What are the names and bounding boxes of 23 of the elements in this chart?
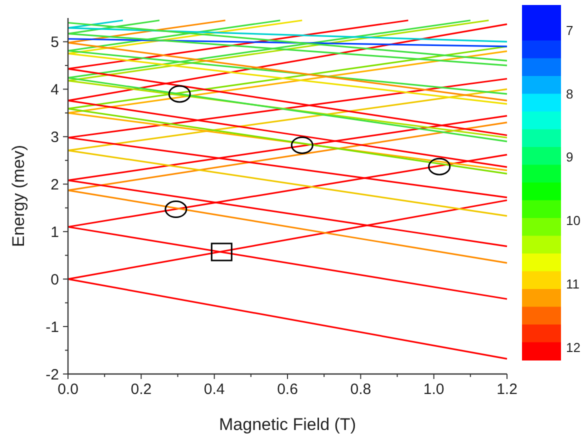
color-bar-label: 7	[566, 22, 574, 38]
color-bar-label: 12	[566, 340, 580, 355]
y-tick-label: 5	[50, 34, 59, 51]
y-tick-label: 1	[50, 224, 59, 241]
x-tick-label: 0.6	[277, 381, 298, 398]
x-axis-title: Magnetic Field (T)	[219, 415, 356, 434]
color-bar-label: 8	[566, 86, 574, 102]
x-tick-label: 0.0	[58, 381, 78, 398]
x-tick-label: 0.8	[350, 381, 372, 398]
x-tick-label: 0.4	[204, 381, 225, 398]
y-tick-label: 2	[50, 176, 59, 194]
x-tick-label: 1.0	[423, 381, 444, 398]
y-tick-label: 3	[50, 128, 59, 146]
y-tick-label: 0	[50, 271, 59, 288]
x-tick-label: 1.2	[496, 381, 518, 398]
color-bar-label: 9	[566, 150, 574, 165]
y-tick-label: -2	[46, 366, 59, 384]
y-axis-title: Energy (mev)	[9, 144, 28, 248]
color-bar-label: 10	[566, 213, 580, 228]
x-tick-label: 0.2	[130, 381, 152, 398]
color-bar-label: 11	[566, 276, 580, 292]
y-tick-label: -1	[46, 318, 59, 336]
y-tick-label: 4	[50, 81, 59, 98]
